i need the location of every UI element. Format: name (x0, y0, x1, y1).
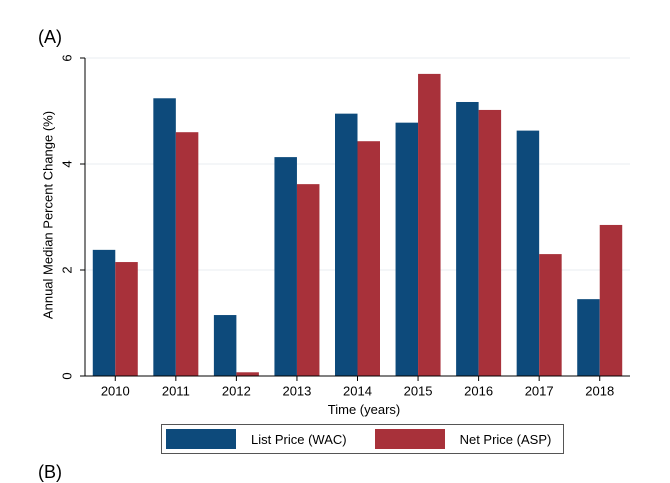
legend-label-list-price: List Price (WAC) (251, 431, 347, 447)
bar-list-price (577, 299, 600, 376)
x-tick-label: 2010 (101, 383, 130, 398)
bar-net-price (478, 109, 502, 376)
x-axis-label: Time (years) (327, 402, 401, 417)
x-tick-label: 2015 (404, 383, 433, 398)
legend-label-net-price: Net Price (ASP) (459, 431, 552, 447)
y-tick-label: 4 (59, 160, 74, 167)
bar-net-price (599, 224, 623, 376)
legend-swatch-list-price (166, 429, 236, 449)
bar-list-price (335, 113, 358, 377)
bar-list-price (213, 315, 237, 376)
legend-item-net-price: Net Price (ASP) (374, 429, 552, 449)
legend-item-list-price: List Price (WAC) (166, 429, 347, 449)
bar-net-price (418, 73, 441, 377)
x-tick-label: 2017 (525, 383, 554, 398)
bar-net-price (357, 141, 380, 376)
x-tick-label: 2014 (343, 383, 372, 398)
x-tick-label: 2018 (585, 383, 614, 398)
legend: List Price (WAC) Net Price (ASP) (161, 424, 564, 454)
bar-list-price (92, 249, 116, 376)
x-tick-label: 2011 (162, 383, 190, 398)
y-tick-label: 0 (59, 372, 74, 379)
bar-net-price (296, 184, 320, 376)
next-panel-label: (B) (38, 462, 62, 482)
bar-list-price (516, 130, 540, 376)
bar-net-price (175, 132, 199, 376)
panel-label: (A) (38, 27, 62, 47)
bar-list-price (274, 157, 297, 376)
legend-swatch-net-price (374, 429, 445, 449)
bar-net-price (236, 372, 259, 376)
y-tick-label: 2 (59, 266, 74, 273)
y-tick-label: 6 (59, 54, 74, 61)
x-tick-label: 2012 (222, 383, 251, 398)
bar-net-price (539, 254, 562, 376)
x-tick-label: 2013 (282, 383, 311, 398)
bar-list-price (153, 98, 176, 376)
y-axis-label: Annual Median Percent Change (%) (40, 110, 56, 320)
bar-net-price (115, 262, 138, 376)
bar-list-price (456, 101, 479, 377)
x-tick-label: 2016 (464, 383, 493, 398)
bar-list-price (395, 122, 419, 376)
